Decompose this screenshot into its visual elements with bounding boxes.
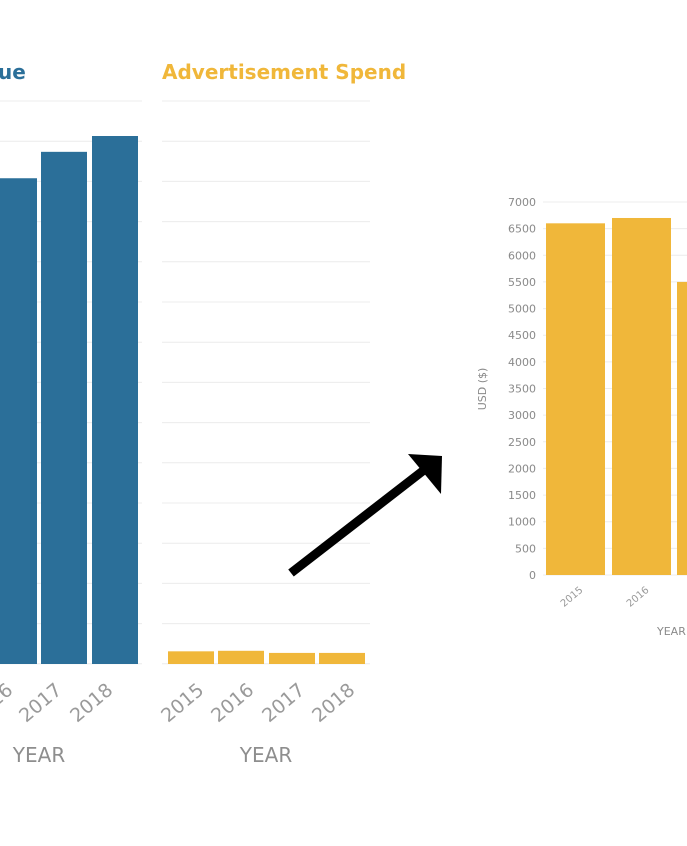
- zoom-x-axis-label: YEAR: [656, 625, 686, 638]
- ad-spend-bar: [319, 652, 365, 664]
- revenue-x-tick: 16: [0, 679, 17, 711]
- zoom-y-tick: 3500: [508, 383, 536, 396]
- zoom-y-tick: 500: [515, 542, 536, 555]
- ad-spend-gridlines: [162, 100, 370, 665]
- zoom-y-tick: 4000: [508, 356, 536, 369]
- revenue-x-axis-label: YEAR: [12, 743, 66, 767]
- ad-spend-x-axis-label: YEAR: [239, 743, 293, 767]
- zoom-y-tick: 5500: [508, 276, 536, 289]
- ad-spend-x-tick: 2015: [157, 679, 208, 727]
- zoom-y-tick: 3000: [508, 409, 536, 422]
- zoom-y-tick: 6000: [508, 249, 536, 262]
- zoom-bars: [546, 217, 687, 576]
- revenue-chart-title: ue: [0, 60, 26, 84]
- revenue-bar: [41, 151, 87, 665]
- ad-spend-bar: [269, 652, 315, 664]
- ad-spend-x-tick: 2017: [258, 679, 309, 727]
- zoom-y-tick: 2000: [508, 462, 536, 475]
- zoom-y-tick: 2500: [508, 436, 536, 449]
- zoom-bar: [677, 281, 687, 575]
- zoom-y-tick: 1500: [508, 489, 536, 502]
- arrow-icon: [288, 454, 442, 577]
- zoom-y-tick: 0: [529, 569, 536, 582]
- zoom-y-tick: 5000: [508, 303, 536, 316]
- revenue-x-tick: 2018: [66, 679, 117, 727]
- revenue-bar: [92, 136, 138, 664]
- zoom-y-tick: 4500: [508, 329, 536, 342]
- zoom-bar: [612, 217, 671, 575]
- zoom-y-tick: 6500: [508, 223, 536, 236]
- revenue-x-tick: 2017: [15, 679, 66, 727]
- ad-spend-chart-title: Advertisement Spend: [162, 60, 406, 84]
- zoom-y-tick-labels: 0 500 1000 1500 2000 2500 3000 3500 4000 4500 5000…: [508, 196, 536, 582]
- ad-spend-bar: [218, 650, 264, 664]
- zoom-y-axis-label: USD ($): [476, 368, 489, 411]
- ad-spend-x-tick: 2016: [207, 679, 258, 727]
- zoom-x-tick: 2015: [559, 585, 586, 610]
- zoom-y-tick: 7000: [508, 196, 536, 209]
- zoom-x-tick-labels: 2015 2016: [559, 585, 652, 610]
- ad-spend-bars: [168, 650, 365, 664]
- zoom-y-tick: 1000: [508, 516, 536, 529]
- revenue-bar: [0, 178, 37, 665]
- ad-spend-bar: [168, 651, 214, 664]
- zoom-x-tick: 2016: [625, 585, 652, 610]
- ad-spend-x-tick: 2018: [308, 679, 359, 727]
- zoom-bar: [546, 223, 605, 576]
- revenue-bars: [0, 136, 138, 665]
